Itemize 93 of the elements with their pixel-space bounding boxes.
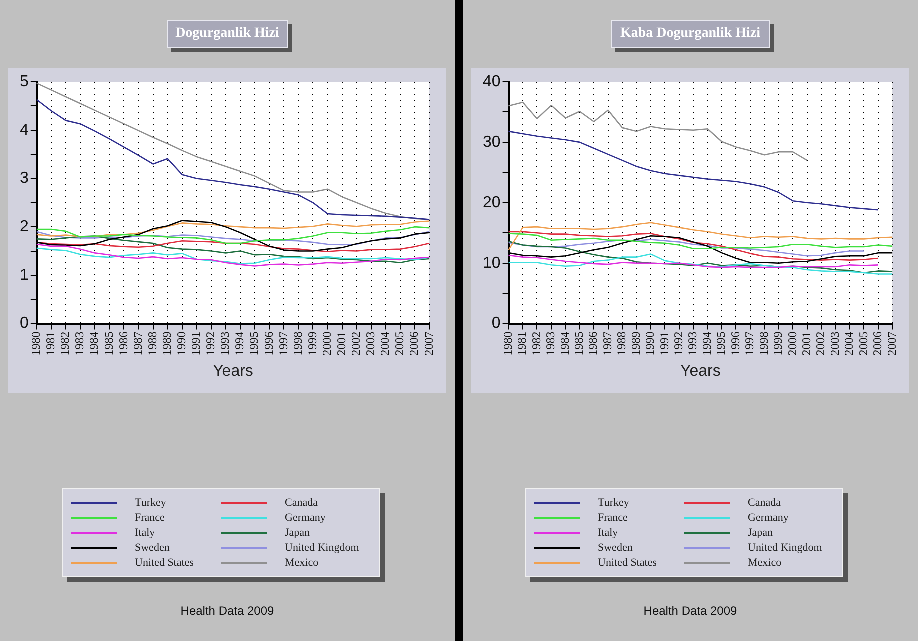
x-tick-label: 1983 (544, 332, 558, 356)
x-tick-label: 1984 (87, 332, 102, 356)
x-tick-label: 1993 (686, 332, 700, 356)
x-tick-label: 1982 (58, 332, 72, 356)
legend-label: United Kingdom (748, 542, 822, 554)
x-tick-label: 1981 (44, 332, 58, 356)
chart-title: Dogurganlik Hizi (166, 20, 288, 48)
x-tick-label: 2001 (799, 332, 814, 356)
x-tick-label: 1993 (218, 332, 232, 356)
x-tick-label: 1996 (728, 332, 742, 356)
legend-label: Canada (285, 496, 318, 508)
legend-label: United States (598, 556, 657, 568)
legend-label: United States (135, 556, 194, 568)
x-tick-label: 1990 (174, 332, 188, 356)
x-tick-label: 2005 (392, 332, 407, 356)
chart-title: Kaba Dogurganlik Hizi (611, 20, 770, 48)
legend-label: France (598, 512, 628, 524)
legend-label: Turkey (135, 496, 166, 508)
y-tick-label: 40 (483, 73, 501, 90)
x-tick-label: 1987 (600, 332, 614, 356)
x-tick-label: 1988 (614, 332, 629, 356)
x-tick-label: 2007 (422, 332, 436, 356)
y-tick-label: 2 (20, 218, 29, 236)
x-tick-label: 1983 (72, 332, 87, 356)
x-tick-label: 1998 (290, 332, 305, 356)
legend-label: Japan (285, 526, 310, 538)
x-tick-label: 1999 (305, 332, 320, 356)
legend-label: Sweden (598, 542, 633, 554)
y-tick-label: 5 (20, 73, 29, 90)
legend-label: Sweden (135, 542, 170, 554)
x-tick-label: 1991 (657, 332, 672, 356)
x-tick-label: 1992 (672, 332, 686, 356)
x-tick-label: 2002 (349, 332, 364, 356)
legend-label: Germany (285, 512, 326, 524)
legend-label: France (135, 512, 165, 524)
x-tick-label: 1997 (276, 332, 290, 356)
legend-label: Germany (748, 512, 789, 524)
x-tick-label: 2004 (378, 332, 392, 356)
x-tick-label: 1996 (262, 332, 276, 356)
x-tick-label: 2007 (884, 332, 899, 356)
legend-label: Japan (748, 526, 774, 538)
x-tick-label: 1997 (742, 332, 757, 356)
x-tick-label: 1989 (628, 332, 643, 356)
x-tick-label: 2000 (785, 332, 800, 356)
x-tick-label: 1994 (700, 332, 714, 356)
x-tick-label: 1999 (771, 332, 786, 356)
x-tick-label: 1980 (500, 332, 515, 356)
x-tick-label: 1986 (586, 332, 600, 356)
x-tick-label: 1991 (189, 332, 204, 356)
x-tick-label: 2005 (856, 332, 870, 356)
x-axis-title: Years (680, 362, 721, 380)
x-tick-label: 1982 (529, 332, 544, 356)
legend-label: Mexico (748, 556, 782, 568)
x-tick-label: 2004 (842, 332, 856, 356)
legend-label: Italy (135, 526, 156, 538)
y-tick-label: 20 (483, 194, 501, 212)
y-tick-label: 3 (20, 170, 29, 188)
x-tick-label: 1981 (515, 332, 530, 356)
x-tick-label: 1988 (145, 332, 160, 356)
x-tick-label: 1989 (160, 332, 174, 356)
x-tick-label: 2002 (814, 332, 828, 356)
x-tick-label: 2003 (828, 332, 842, 356)
x-tick-label: 2006 (870, 332, 885, 356)
y-tick-label: 0 (20, 315, 29, 332)
text: Health Data 2009 (180, 604, 276, 618)
y-tick-label: 1 (20, 266, 29, 284)
x-tick-label: 1987 (130, 332, 145, 356)
x-axis-title: Years (213, 362, 254, 380)
x-tick-label: 1984 (558, 332, 572, 356)
legend-label: Italy (598, 526, 618, 538)
y-tick-label: 0 (492, 315, 501, 332)
x-tick-label: 2006 (407, 332, 422, 356)
x-tick-label: 2001 (334, 332, 348, 356)
legend-label: Turkey (598, 496, 630, 508)
x-tick-label: 1985 (572, 332, 586, 356)
x-tick-label: 1992 (204, 332, 218, 356)
legend-label: Canada (748, 496, 781, 508)
y-tick-label: 10 (483, 254, 501, 272)
x-tick-label: 1990 (643, 332, 658, 356)
x-tick-label: 1998 (756, 332, 771, 356)
x-tick-label: 1994 (232, 332, 247, 356)
y-tick-label: 4 (20, 122, 29, 139)
x-tick-label: 1995 (714, 332, 728, 356)
text: Health Data 2009 (642, 604, 738, 618)
x-tick-label: 1995 (247, 332, 262, 356)
y-tick-label: 30 (483, 134, 501, 151)
legend-label: United Kingdom (285, 542, 360, 554)
x-tick-label: 1980 (29, 332, 44, 356)
x-tick-label: 1986 (116, 332, 130, 356)
x-tick-label: 1985 (102, 332, 116, 356)
x-tick-label: 2003 (364, 332, 378, 356)
x-tick-label: 2000 (320, 332, 334, 356)
legend-label: Mexico (285, 556, 319, 568)
